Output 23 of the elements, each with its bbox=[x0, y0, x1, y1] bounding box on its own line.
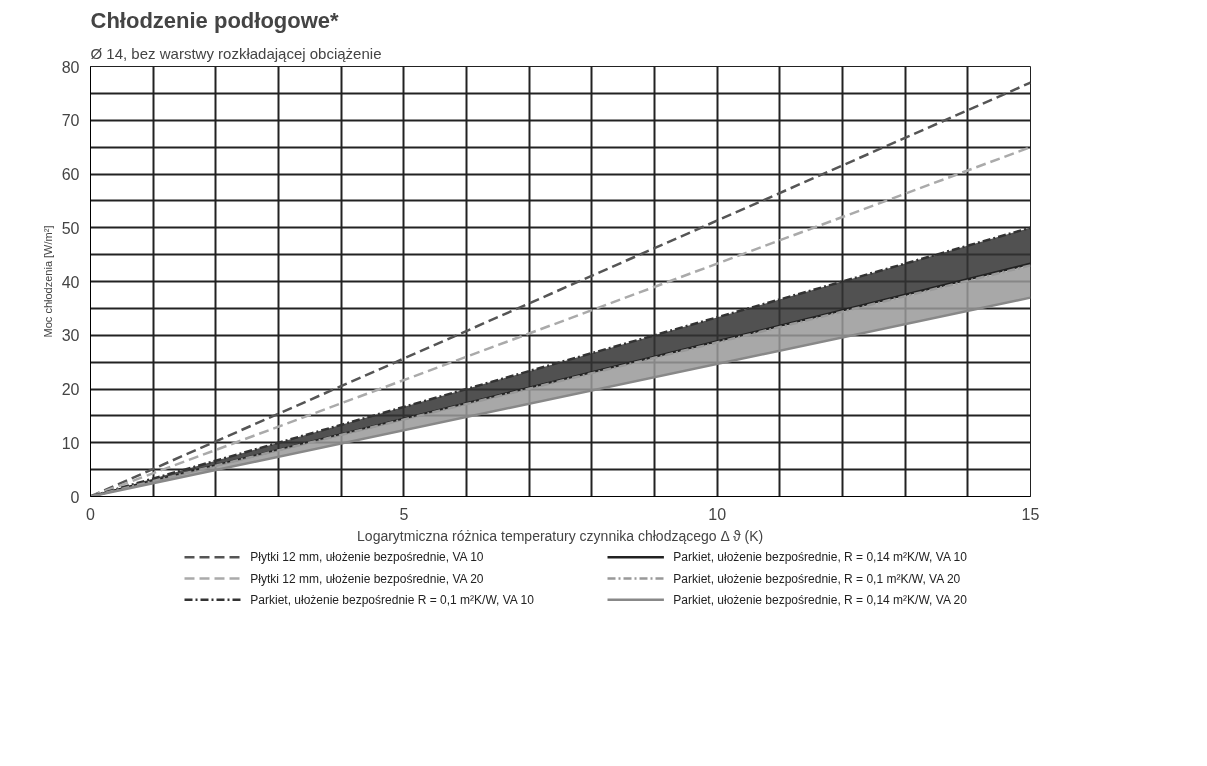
y-tick-label: 20 bbox=[61, 381, 80, 398]
y-tick-label: 10 bbox=[61, 434, 80, 452]
x-axis-title: Logarytmiczna różnica temperatury czynnika chłodzącego Δ ϑ (K) bbox=[357, 527, 764, 544]
y-tick-label: 30 bbox=[61, 327, 80, 345]
x-tick-label: 5 bbox=[399, 505, 409, 523]
legend-label: Parkiet, ułożenie bezpośrednie R = 0,1 m²K/W, VA 10 bbox=[250, 592, 535, 607]
legend-label: Parkiet, ułożenie bezpośrednie, R = 0,14 m²K/W, VA 20 bbox=[673, 592, 968, 607]
legend-label: Parkiet, ułożenie bezpośrednie, R = 0,1 m²K/W, VA 20 bbox=[673, 571, 961, 586]
y-tick-label: 50 bbox=[61, 219, 80, 237]
x-tick-label: 0 bbox=[86, 505, 96, 523]
y-axis-title: Moc chłodzenia [W/m²] bbox=[41, 225, 54, 338]
legend-label: Płytki 12 mm, ułożenie bezpośrednie, VA 20 bbox=[250, 571, 484, 586]
chart-title: Chłodzenie podłogowe* bbox=[90, 7, 340, 33]
y-tick-label: 0 bbox=[70, 488, 80, 506]
x-tick-label: 10 bbox=[708, 505, 727, 523]
chart-subtitle: Ø 14, bez warstwy rozkładającej obciążenie bbox=[90, 44, 382, 62]
y-tick-label: 60 bbox=[61, 166, 80, 183]
legend-label: Płytki 12 mm, ułożenie bezpośrednie, VA 10 bbox=[250, 550, 484, 565]
legend-label: Parkiet, ułożenie bezpośrednie, R = 0,14 m²K/W, VA 10 bbox=[673, 550, 968, 565]
y-tick-label: 80 bbox=[61, 58, 80, 76]
y-tick-label: 70 bbox=[61, 112, 80, 130]
x-tick-label: 15 bbox=[1021, 505, 1040, 523]
y-tick-label: 40 bbox=[61, 273, 80, 291]
